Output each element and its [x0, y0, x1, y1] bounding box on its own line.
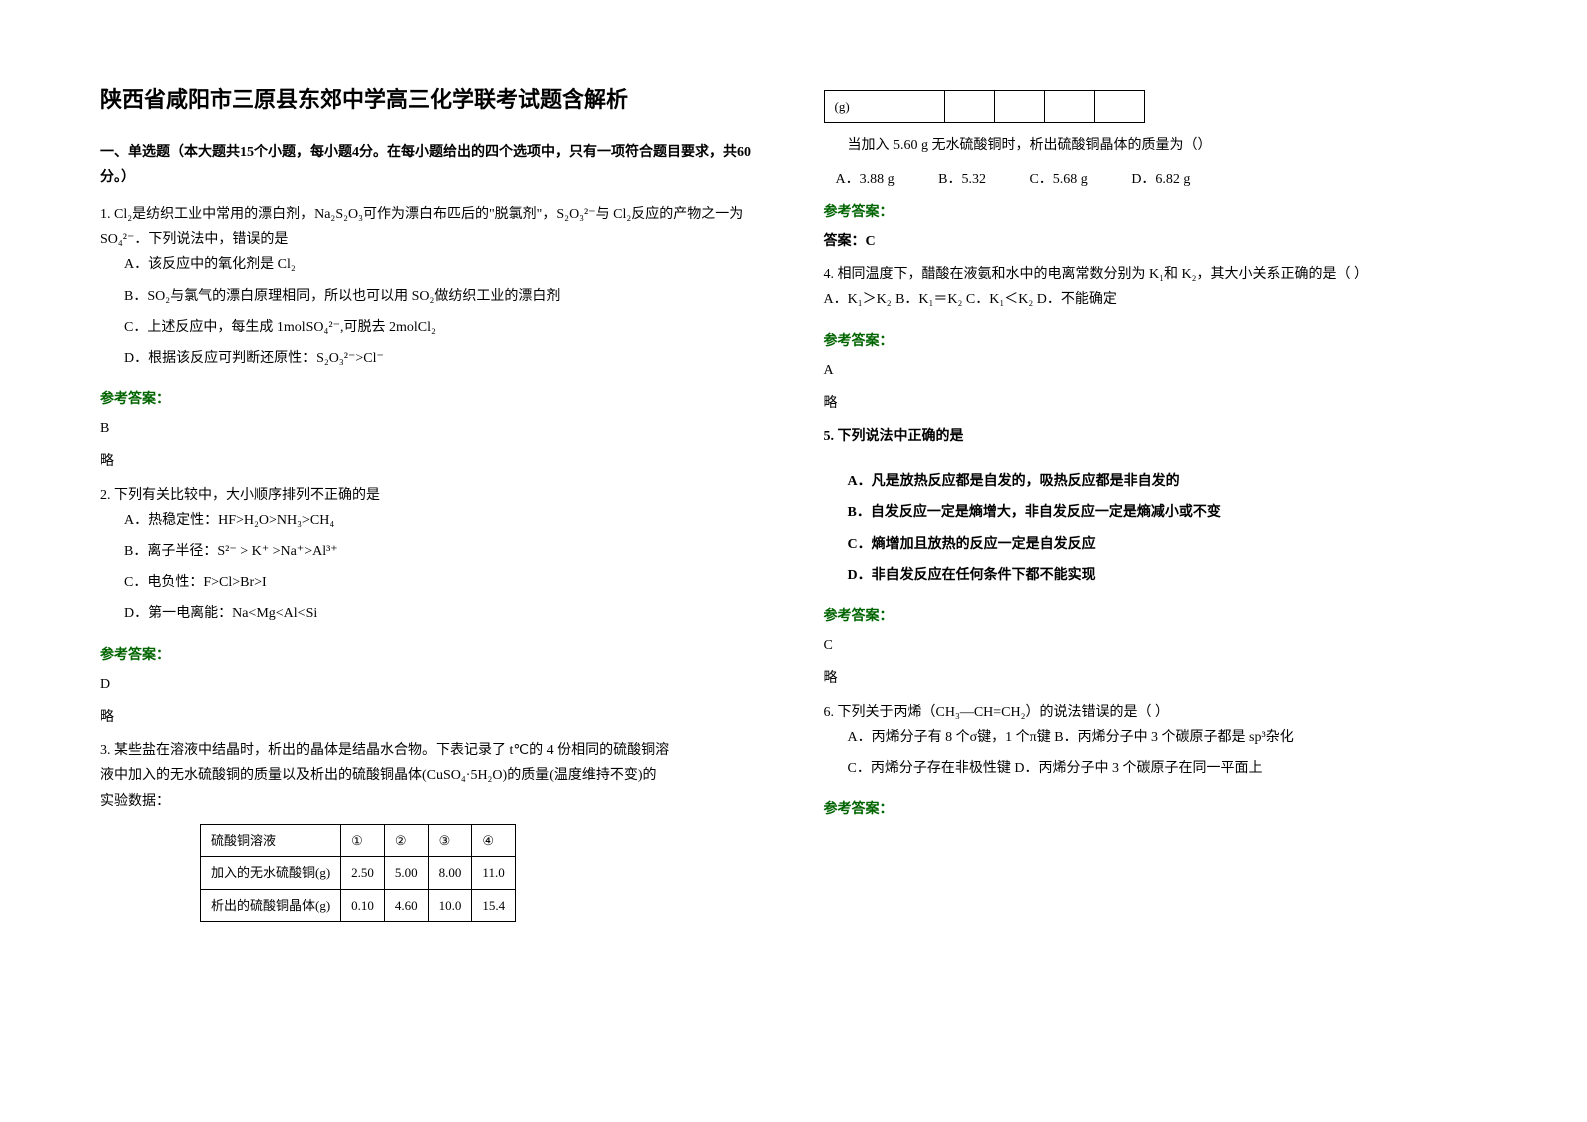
question-6: 6. 下列关于丙烯（CH₃—CH=CH₂）的说法错误的是（ ） A．丙烯分子有 …: [824, 700, 1488, 782]
answer-text: A: [824, 358, 1488, 383]
option-c: C．5.68 g: [1029, 172, 1087, 187]
option-row: A．3.88 g B．5.32 C．5.68 g D．6.82 g: [836, 167, 1488, 192]
table-cell: 硫酸铜溶液: [201, 824, 341, 856]
table-cell: 0.10: [341, 889, 385, 921]
answer-text: B: [100, 416, 764, 441]
page-title: 陕西省咸阳市三原县东郊中学高三化学联考试题含解析: [100, 80, 764, 120]
option-b: B．离子半径：S²⁻ > K⁺ >Na⁺>Al³⁺: [124, 539, 764, 564]
question-5: 5. 下列说法中正确的是 A．凡是放热反应都是自发的，吸热反应都是非自发的 B．…: [824, 424, 1488, 588]
option-d: D．非自发反应在任何条件下都不能实现: [848, 563, 1488, 588]
option-b: B．自发反应一定是熵增大，非自发反应一定是熵减小或不变: [848, 500, 1488, 525]
answer-label: 参考答案：: [100, 387, 764, 412]
table-cell: ③: [428, 824, 472, 856]
data-table: 硫酸铜溶液 ① ② ③ ④ 加入的无水硫酸铜(g) 2.50 5.00 8.00…: [200, 824, 516, 922]
table-cell: 15.4: [472, 889, 516, 921]
answer-label: 参考答案：: [824, 604, 1488, 629]
answer-note: 略: [824, 666, 1488, 691]
question-stem-p1: 3. 某些盐在溶液中结晶时，析出的晶体是结晶水合物。下表记录了 t℃的 4 份相…: [100, 738, 764, 763]
option-b: B．SO₂与氯气的漂白原理相同，所以也可以用 SO₂做纺织工业的漂白剂: [124, 284, 764, 309]
option-row: A．K₁＞K₂ B．K₁＝K₂ C．K₁＜K₂ D．不能确定: [824, 287, 1488, 312]
answer-text: C: [824, 633, 1488, 658]
table-row: 加入的无水硫酸铜(g) 2.50 5.00 8.00 11.0: [201, 857, 516, 889]
option-a: A．热稳定性：HF>H₂O>NH₃>CH₄: [124, 508, 764, 533]
question-4: 4. 相同温度下，醋酸在液氨和水中的电离常数分别为 K₁和 K₂，其大小关系正确…: [824, 262, 1488, 312]
left-column: 陕西省咸阳市三原县东郊中学高三化学联考试题含解析 一、单选题（本大题共15个小题…: [100, 80, 764, 1042]
option-c: C．熵增加且放热的反应一定是自发反应: [848, 532, 1488, 557]
question-1: 1. Cl₂是纺织工业中常用的漂白剂，Na₂S₂O₃可作为漂白布匹后的"脱氯剂"…: [100, 202, 764, 371]
right-column: (g) 当加入 5.60 g 无水硫酸铜时，析出硫酸铜晶体的质量为（） A．3.…: [824, 80, 1488, 1042]
answer-note: 略: [100, 705, 764, 730]
table-row: 析出的硫酸铜晶体(g) 0.10 4.60 10.0 15.4: [201, 889, 516, 921]
question-stem: 6. 下列关于丙烯（CH₃—CH=CH₂）的说法错误的是（ ）: [824, 700, 1488, 725]
question-stem: 4. 相同温度下，醋酸在液氨和水中的电离常数分别为 K₁和 K₂，其大小关系正确…: [824, 262, 1488, 287]
table-cell: ①: [341, 824, 385, 856]
option-a: A．3.88 g: [836, 172, 895, 187]
table-cell: [1044, 91, 1094, 123]
answer-note: 略: [100, 449, 764, 474]
table-cell: ④: [472, 824, 516, 856]
section-header: 一、单选题（本大题共15个小题，每小题4分。在每小题给出的四个选项中，只有一项符…: [100, 140, 764, 190]
option-a: A．该反应中的氧化剂是 Cl₂: [124, 252, 764, 277]
question-stem: 5. 下列说法中正确的是: [824, 424, 1488, 449]
table-cell: 析出的硫酸铜晶体(g): [201, 889, 341, 921]
option-d: D．根据该反应可判断还原性：S₂O₃²⁻>Cl⁻: [124, 346, 764, 371]
question-stem-p4: 当加入 5.60 g 无水硫酸铜时，析出硫酸铜晶体的质量为（）: [848, 133, 1488, 158]
answer-label: 参考答案：: [824, 329, 1488, 354]
table-cell: 11.0: [472, 857, 516, 889]
table-cell: [1094, 91, 1144, 123]
option-d: D．6.82 g: [1131, 172, 1190, 187]
answer-label: 参考答案：: [824, 200, 1488, 225]
question-stem-p3: 实验数据：: [100, 789, 764, 814]
question-3: 3. 某些盐在溶液中结晶时，析出的晶体是结晶水合物。下表记录了 t℃的 4 份相…: [100, 738, 764, 922]
table-cell: 5.00: [384, 857, 428, 889]
table-cell: [944, 91, 994, 123]
option-ab: A．丙烯分子有 8 个σ键，1 个π键 B．丙烯分子中 3 个碳原子都是 sp³…: [848, 725, 1488, 750]
table-cell: 8.00: [428, 857, 472, 889]
answer-text: D: [100, 672, 764, 697]
question-stem: 1. Cl₂是纺织工业中常用的漂白剂，Na₂S₂O₃可作为漂白布匹后的"脱氯剂"…: [100, 202, 764, 252]
table-cell: 4.60: [384, 889, 428, 921]
table-cell: 加入的无水硫酸铜(g): [201, 857, 341, 889]
option-b: B．5.32: [938, 172, 986, 187]
option-c: C．电负性：F>Cl>Br>I: [124, 570, 764, 595]
question-stem-p2: 液中加入的无水硫酸铜的质量以及析出的硫酸铜晶体(CuSO₄·5H₂O)的质量(温…: [100, 763, 764, 788]
question-stem: 2. 下列有关比较中，大小顺序排列不正确的是: [100, 483, 764, 508]
table-cell: (g): [824, 91, 944, 123]
table-cell: 10.0: [428, 889, 472, 921]
answer-text: 答案：C: [824, 229, 1488, 254]
table-row: 硫酸铜溶液 ① ② ③ ④: [201, 824, 516, 856]
question-2: 2. 下列有关比较中，大小顺序排列不正确的是 A．热稳定性：HF>H₂O>NH₃…: [100, 483, 764, 627]
answer-note: 略: [824, 391, 1488, 416]
answer-label: 参考答案：: [100, 643, 764, 668]
option-c: C．上述反应中，每生成 1molSO₄²⁻,可脱去 2molCl₂: [124, 315, 764, 340]
answer-label: 参考答案：: [824, 797, 1488, 822]
table-cell: 2.50: [341, 857, 385, 889]
option-d: D．第一电离能：Na<Mg<Al<Si: [124, 601, 764, 626]
table-cell: ②: [384, 824, 428, 856]
data-table-continuation: (g): [824, 90, 1145, 123]
option-a: A．凡是放热反应都是自发的，吸热反应都是非自发的: [848, 469, 1488, 494]
option-cd: C．丙烯分子存在非极性键 D．丙烯分子中 3 个碳原子在同一平面上: [848, 756, 1488, 781]
table-cell: [994, 91, 1044, 123]
table-row: (g): [824, 91, 1144, 123]
